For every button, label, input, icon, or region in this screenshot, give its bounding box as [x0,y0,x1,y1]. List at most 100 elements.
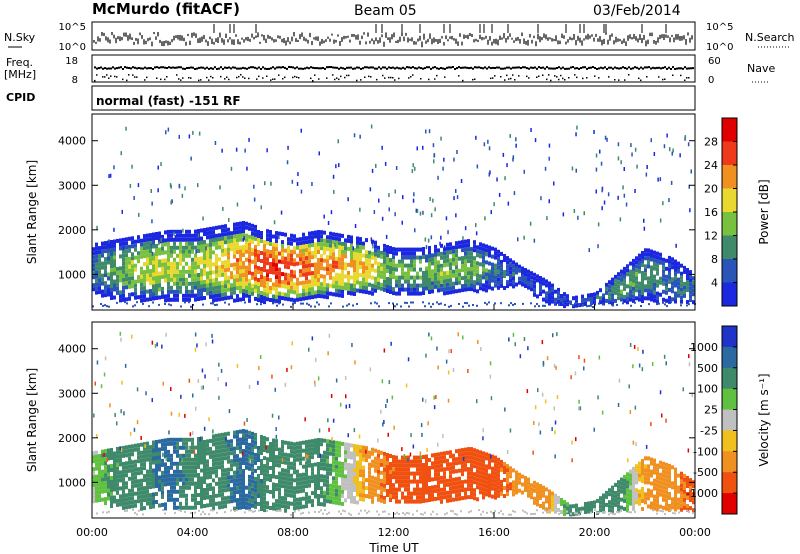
power-echo-cell [248,282,251,287]
power-echo-cell [659,280,662,285]
vel-echo-cell [239,461,242,466]
vel-echo-cell [413,491,416,496]
power-echo-cell [488,285,491,290]
power-echo-cell [449,290,452,295]
vel-echo-cell [329,467,332,472]
vel-echo-cell [293,470,296,475]
power-echo-cell [395,275,398,280]
vel-echo-cell [248,498,251,503]
vel-echo-cell [392,483,395,488]
vel-echo-cell [218,485,221,490]
vel-echo-cell [218,445,221,450]
nave-trace [180,79,182,81]
power-echo-cell [257,270,260,274]
power-echo-cell [233,254,236,259]
power-echo-cell [398,263,401,268]
vel-echo-cell [341,501,344,506]
vel-echo-cell [281,460,284,465]
power-echo-cell [452,245,455,250]
power-echo-cell [269,254,272,258]
freq-trace [434,66,436,69]
vel-echo-cell [395,459,398,464]
power-echo-cell [218,245,221,250]
power-echo-cell [206,283,209,288]
vel-echo-cell [242,441,245,445]
power-echo-cell [233,274,236,279]
vel-echo-cell [194,501,197,506]
vel-echo-cell [395,455,398,460]
vel-echo-cell [227,483,230,488]
power-echo-cell [215,225,218,230]
power-echo-cell [314,282,317,287]
power-echo-cell [212,282,215,287]
power-echo-cell [371,251,374,256]
power-echo-cell [212,290,215,295]
power-echo-cell [551,291,554,296]
vel-echo-cell [119,486,122,491]
power-echo-cell [317,282,320,286]
vel-echo-cell [320,442,323,447]
power-speckle [619,217,622,222]
vel-echo-cell [350,479,353,484]
nave-trace [474,78,476,80]
freq-trace [150,67,152,70]
power-echo-cell [473,268,476,273]
freq-trace [592,66,594,68]
vel-echo-cell [347,446,350,451]
vel-echo-cell [452,469,455,474]
power-echo-cell [110,240,113,244]
power-echo-cell [191,293,194,298]
power-echo-cell [203,264,206,268]
power-speckle [184,186,186,191]
power-echo-cell [320,246,323,251]
vel-echo-cell [296,445,299,450]
vel-echo-cell [287,457,290,462]
power-ground-scatter [622,302,624,305]
vel-echo-cell [338,453,341,458]
freq-trace [284,66,286,69]
vel-echo-cell [290,493,293,498]
freq-trace [404,67,406,70]
power-echo-cell [362,261,365,266]
vel-echo-cell [446,482,449,487]
power-echo-cell [302,264,305,269]
vel-echo-cell [311,479,314,484]
power-echo-cell [275,243,278,248]
vel-echo-cell [92,499,95,504]
vel-echo-cell [473,448,476,453]
freq-trace [196,67,198,70]
power-echo-cell [134,243,137,248]
power-echo-cell [638,297,641,302]
power-ground-scatter [388,302,390,305]
nave-trace [458,75,460,77]
freq-trace [622,66,624,69]
power-echo-cell [164,270,167,275]
power-echo-cell [644,276,647,281]
vel-echo-cell [383,471,386,476]
power-echo-cell [485,272,488,277]
vel-echo-cell [443,483,446,488]
vel-echo-cell [251,499,254,504]
power-echo-cell [125,297,128,302]
power-echo-cell [401,275,404,280]
power-echo-cell [662,269,665,274]
power-speckle [643,226,646,231]
power-echo-cell [158,247,161,252]
power-echo-cell [497,253,500,258]
power-echo-cell [632,282,635,287]
vel-echo-cell [434,496,437,501]
power-echo-cell [218,293,221,298]
freq-trace [278,66,280,69]
power-echo-cell [272,286,275,291]
power-echo-cell [263,280,266,285]
power-echo-cell [311,291,314,296]
vel-echo-cell [116,498,119,503]
power-echo-cell [200,244,203,249]
power-echo-cell [692,300,695,305]
freq-trace [616,67,618,70]
nave-trace [102,76,104,78]
power-echo-cell [191,277,194,282]
power-echo-cell [194,285,197,290]
power-speckle [573,209,576,213]
power-echo-cell [239,273,242,278]
